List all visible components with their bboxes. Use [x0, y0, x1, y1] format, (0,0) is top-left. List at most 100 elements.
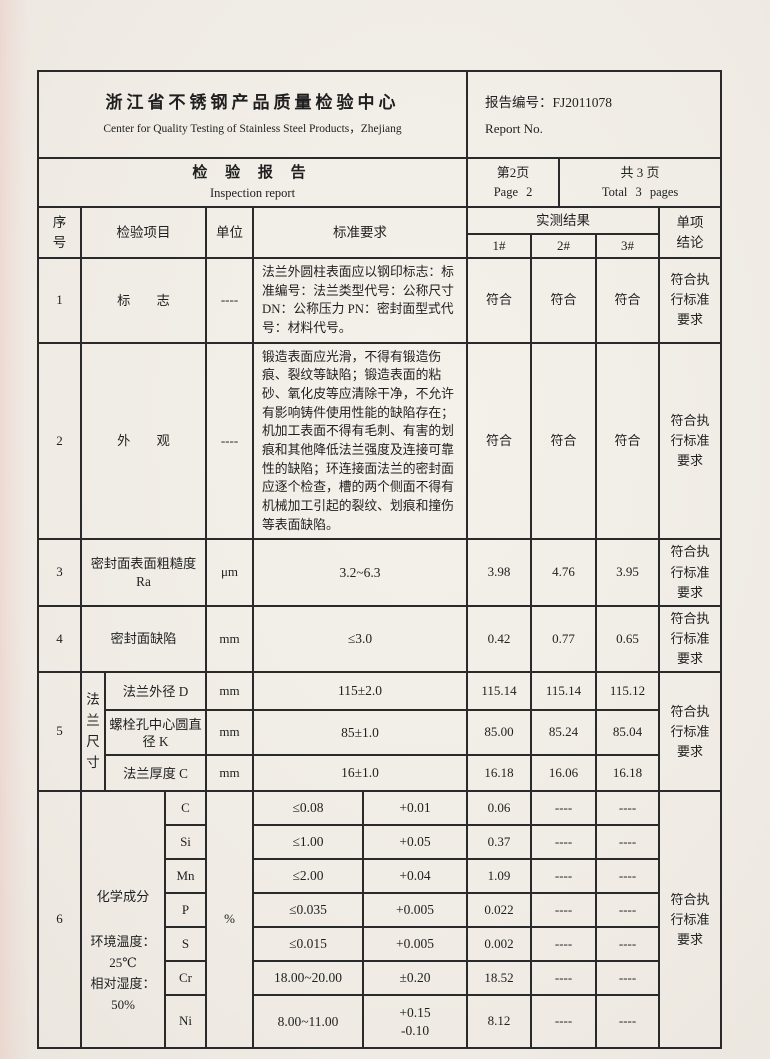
- environment-conditions: 环境温度： 25℃ 相对湿度： 50%: [85, 931, 161, 1015]
- doc-title-cell: 检 验 报 告 Inspection report: [36, 157, 469, 208]
- item-cell: 法兰外径 D: [104, 671, 207, 712]
- tolerance-cell: +0.04: [361, 858, 469, 895]
- standard-cell: 85±1.0: [251, 709, 469, 757]
- result-cell: ----: [530, 892, 598, 929]
- result-cell: 3.95: [595, 538, 661, 607]
- result-cell: ----: [595, 926, 661, 963]
- conclusion-text: 符合执行标准要求: [670, 891, 710, 947]
- unit-cell: mm: [205, 671, 254, 712]
- seq-cell: 2: [37, 341, 82, 541]
- result-cell: 16.18: [466, 754, 533, 793]
- doc-title-en: Inspection report: [210, 186, 296, 201]
- standard-cell: 16±1.0: [251, 754, 469, 793]
- seq-cell: 3: [37, 538, 82, 607]
- result-cell: ----: [530, 858, 598, 895]
- group-label: 法兰尺寸: [86, 691, 100, 770]
- result-cell: 16.06: [530, 754, 598, 793]
- result-cell: ----: [530, 926, 598, 963]
- env-temp-label: 环境温度：: [90, 934, 156, 950]
- result-cell: 0.06: [466, 790, 533, 827]
- group-cell-chemistry: 化学成分 环境温度： 25℃ 相对湿度： 50%: [80, 790, 166, 1050]
- limit-cell: 18.00~20.00: [252, 960, 364, 997]
- page-number-cn: 第2页: [496, 165, 530, 181]
- result-cell: 115.12: [595, 671, 661, 712]
- result-cell: 8.12: [466, 994, 533, 1050]
- page-number-cell: 第2页 Page 2: [466, 157, 561, 208]
- item-cell: 法兰厚度 C: [104, 754, 207, 793]
- item-cell: 密封面表面粗糙度 Ra: [80, 538, 207, 607]
- tolerance-upper: +0.15: [399, 1004, 431, 1020]
- result-cell: 符合: [466, 341, 533, 541]
- element-cell: Mn: [164, 858, 207, 895]
- result-cell: 符合: [530, 257, 598, 344]
- total-pages-en: Total 3 pages: [601, 184, 679, 199]
- result-cell: 符合: [530, 341, 598, 541]
- report-number-cell: 报告编号：FJ2011078 Report No.: [466, 70, 723, 159]
- total-pages-cn: 共 3 页: [620, 165, 660, 181]
- conclusion-cell: 符合执行标准要求: [658, 671, 723, 793]
- result-cell: 0.65: [595, 604, 661, 674]
- seq-cell: 4: [37, 604, 82, 674]
- tolerance-cell: +0.05: [361, 824, 469, 861]
- org-header-cell: 浙江省不锈钢产品质量检验中心 Center for Quality Testin…: [36, 70, 469, 159]
- col-header-standard: 标准要求: [251, 206, 469, 259]
- col-header-sample-3: 3#: [595, 233, 661, 259]
- seq-cell: 5: [37, 671, 82, 793]
- result-cell: 85.24: [530, 709, 598, 757]
- tolerance-cell: +0.005: [361, 892, 469, 929]
- limit-cell: ≤0.035: [252, 892, 364, 929]
- report-number-label-en: Report No.: [485, 120, 543, 136]
- conclusion-text: 符合执行标准要求: [670, 272, 710, 328]
- report-number: 报告编号：FJ2011078: [485, 95, 613, 110]
- total-pages-cell: 共 3 页 Total 3 pages: [558, 157, 723, 208]
- standard-cell: 法兰外圆柱表面应以钢印标志：标准编号：法兰类型代号：公称尺寸 DN：公称压力 P…: [251, 257, 469, 344]
- item-cell: 密封面缺陷: [80, 604, 207, 674]
- result-cell: 0.022: [466, 892, 533, 929]
- tolerance-cell: ±0.20: [361, 960, 469, 997]
- result-cell: 0.37: [466, 824, 533, 861]
- result-cell: ----: [595, 994, 661, 1050]
- conclusion-cell: 符合执行标准要求: [658, 790, 723, 1050]
- element-cell: Si: [164, 824, 207, 861]
- col-header-seq: 序号: [37, 206, 82, 259]
- conclusion-cell: 符合执行标准要求: [658, 604, 723, 674]
- limit-cell: ≤1.00: [252, 824, 364, 861]
- seq-cell: 1: [37, 257, 82, 344]
- result-cell: 115.14: [530, 671, 598, 712]
- col-header-sample-2: 2#: [530, 233, 598, 259]
- result-cell: 符合: [595, 257, 661, 344]
- result-cell: 18.52: [466, 960, 533, 997]
- element-cell: Cr: [164, 960, 207, 997]
- result-cell: 3.98: [466, 538, 533, 607]
- limit-cell: 8.00~11.00: [252, 994, 364, 1050]
- org-name-en: Center for Quality Testing of Stainless …: [103, 122, 402, 135]
- unit-cell: ----: [205, 341, 254, 541]
- seq-cell: 6: [37, 790, 82, 1050]
- col-header-seq-label: 序号: [52, 214, 67, 250]
- org-name-cn: 浙江省不锈钢产品质量检验中心: [105, 93, 400, 113]
- result-cell: ----: [530, 790, 598, 827]
- page-number-en: Page 2: [493, 184, 533, 199]
- unit-cell: ----: [205, 257, 254, 344]
- limit-cell: ≤0.08: [252, 790, 364, 827]
- conclusion-text: 符合执行标准要求: [670, 610, 710, 667]
- env-temp-value: 25℃: [109, 955, 137, 971]
- conclusion-text: 符合执行标准要求: [670, 412, 710, 469]
- item-cell: 外 观: [80, 341, 207, 541]
- tolerance-cell: +0.15 -0.10: [361, 994, 469, 1050]
- col-header-unit: 单位: [205, 206, 254, 259]
- item-cell: 螺栓孔中心圆直径 K: [104, 709, 207, 757]
- tolerance-cell: +0.005: [361, 926, 469, 963]
- result-cell: 0.42: [466, 604, 533, 674]
- standard-cell: 锻造表面应光滑，不得有锻造伤痕、裂纹等缺陷；锻造表面的粘砂、氧化皮等应清除干净，…: [251, 341, 469, 541]
- item-text: 密封面表面粗糙度: [90, 556, 197, 572]
- result-cell: 4.76: [530, 538, 598, 607]
- result-cell: ----: [530, 960, 598, 997]
- element-cell: S: [164, 926, 207, 963]
- result-cell: 85.04: [595, 709, 661, 757]
- env-humidity-value: 50%: [111, 997, 135, 1013]
- result-cell: 85.00: [466, 709, 533, 757]
- doc-title-cn: 检 验 报 告: [192, 164, 313, 181]
- col-header-sample-1: 1#: [466, 233, 533, 259]
